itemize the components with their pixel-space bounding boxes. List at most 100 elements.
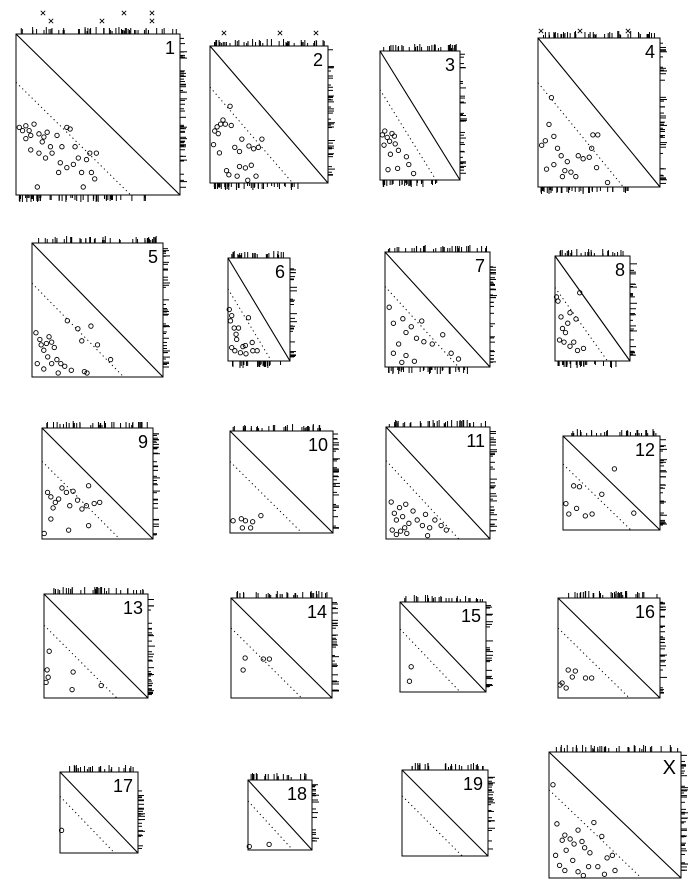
data-point — [387, 151, 394, 157]
data-point — [551, 161, 557, 168]
scatter-panel-X: X — [548, 745, 688, 879]
data-point — [242, 655, 248, 661]
panel-label: 13 — [123, 598, 143, 618]
data-point — [34, 184, 40, 190]
diagonal-line — [229, 430, 334, 534]
diagonal-line — [548, 751, 682, 879]
scatter-panel-12: 12 — [562, 429, 667, 531]
data-point — [572, 668, 578, 674]
cross-mark — [99, 18, 105, 24]
data-point — [85, 523, 92, 529]
data-point — [226, 172, 232, 178]
data-point — [539, 142, 545, 148]
data-point — [394, 165, 401, 172]
threshold-dotted-line — [554, 287, 608, 362]
data-point — [49, 339, 55, 345]
rug-right — [630, 263, 637, 356]
data-point — [41, 134, 47, 140]
threshold-dotted-line — [548, 789, 642, 879]
data-point — [88, 169, 95, 176]
data-point — [234, 336, 240, 343]
panel-label: 10 — [308, 435, 328, 455]
data-point — [548, 94, 555, 101]
panel-label: X — [663, 757, 676, 779]
rug-top — [20, 27, 177, 34]
rug-bottom — [540, 187, 629, 194]
data-point — [559, 325, 566, 332]
data-point — [75, 155, 81, 161]
diagonal-line — [562, 435, 661, 531]
data-point — [565, 320, 571, 326]
cross-mark — [149, 10, 155, 16]
data-point — [235, 325, 242, 331]
data-point — [70, 161, 77, 168]
data-point — [419, 318, 425, 324]
rug-right — [488, 776, 495, 850]
scatter-panel-17: 17 — [58, 765, 145, 854]
scatter-panel-15: 15 — [399, 595, 493, 693]
panel-label: 14 — [307, 602, 327, 622]
diagonal-line — [15, 33, 181, 196]
data-point — [49, 360, 55, 367]
data-point — [245, 315, 252, 321]
diagonal-line — [401, 769, 489, 857]
rug-bottom — [231, 361, 282, 368]
data-point — [28, 147, 34, 153]
scatter-panel-10: 10 — [229, 424, 340, 534]
data-point — [422, 511, 429, 518]
data-point — [240, 343, 246, 350]
data-point — [410, 170, 417, 177]
rug-bottom — [18, 195, 146, 202]
data-point — [599, 833, 605, 840]
data-point — [609, 852, 616, 858]
data-point — [406, 678, 413, 684]
data-point — [236, 148, 243, 155]
rug-right — [153, 433, 160, 536]
data-point — [396, 504, 403, 511]
rug-top — [232, 424, 321, 431]
data-point — [562, 167, 568, 174]
rug-right — [660, 42, 667, 184]
threshold-dotted-line — [15, 81, 132, 196]
panel-frame — [548, 751, 682, 879]
data-point — [23, 135, 29, 142]
data-point — [381, 142, 387, 148]
scatter-panel-8: 8 — [553, 249, 637, 368]
data-point — [570, 857, 576, 864]
data-point — [390, 350, 397, 356]
data-point — [580, 156, 586, 162]
data-point — [54, 132, 60, 139]
data-point — [573, 316, 579, 322]
data-point — [601, 871, 608, 877]
data-point — [575, 153, 581, 159]
panel-label: 18 — [287, 784, 307, 804]
data-point — [37, 336, 43, 343]
data-point — [580, 345, 587, 352]
rug-right — [490, 431, 497, 532]
data-point — [455, 356, 462, 362]
data-point — [408, 324, 414, 330]
threshold-dotted-line — [399, 628, 461, 693]
data-point — [561, 339, 567, 345]
data-point — [59, 485, 65, 491]
data-point — [78, 169, 85, 176]
data-point — [229, 344, 235, 351]
panel-label: 16 — [635, 602, 655, 622]
panel-frame — [229, 430, 334, 534]
data-point — [45, 674, 51, 680]
data-point — [87, 150, 93, 156]
data-point — [552, 852, 559, 858]
data-point — [36, 150, 42, 156]
data-point — [413, 335, 420, 341]
data-point — [559, 837, 565, 843]
data-point — [81, 368, 88, 375]
rug-top — [542, 31, 655, 38]
data-point — [93, 150, 100, 156]
data-point — [575, 869, 581, 875]
data-point — [543, 166, 550, 172]
data-point — [402, 525, 408, 531]
data-point — [39, 139, 45, 145]
data-point — [248, 162, 254, 168]
data-point — [563, 501, 569, 507]
data-point — [411, 358, 418, 364]
